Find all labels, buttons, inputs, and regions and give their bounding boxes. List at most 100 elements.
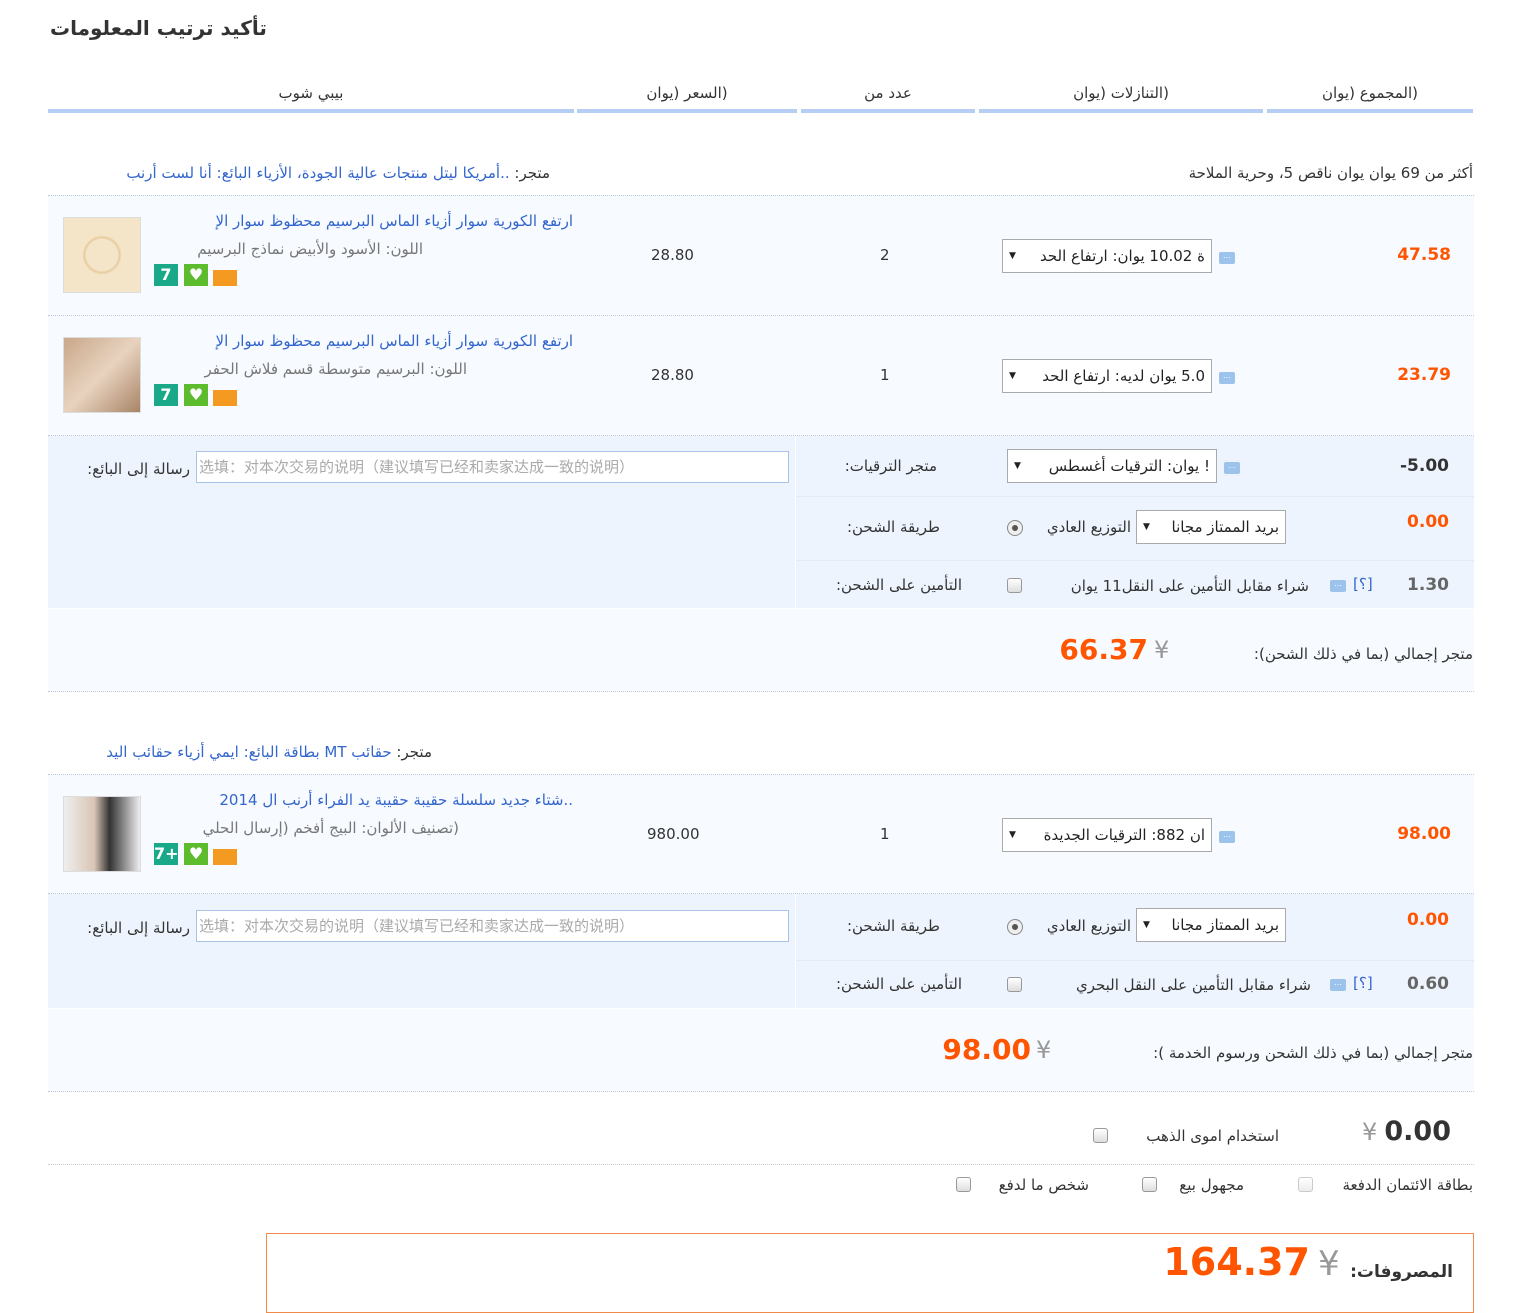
header-bar [1267, 109, 1473, 113]
credit-card-checkbox[interactable] [1298, 1177, 1313, 1192]
product-title-link[interactable]: ارتفع الكورية سوار أزياء الماس البرسيم م… [215, 212, 573, 230]
item-row [48, 196, 1474, 315]
col-discount: (التنازلات (يوان [1073, 84, 1169, 102]
seven-day-return-icon: 7 [154, 264, 178, 286]
page-title: تأكيد ترتيب المعلومات [50, 16, 267, 40]
insurance-text: شراء مقابل التأمين على النقل البحري [1075, 976, 1311, 994]
caret-down-icon: ▼ [1014, 461, 1021, 471]
store-label: متجر: [514, 164, 550, 182]
pay-for-me-checkbox[interactable] [956, 1177, 971, 1192]
chat-icon[interactable]: … [1219, 831, 1235, 843]
promo-note: أكثر من 69 يوان يوان ناقص 5، وحرية الملا… [1188, 164, 1473, 182]
insurance-checkbox[interactable] [1007, 578, 1022, 593]
discount-select-value: ة 10.02 يوان: ارتفاع الحد [1039, 247, 1205, 265]
shipping-select-value: بريد الممتاز مجانا [1171, 518, 1280, 536]
shipping-label: طريقة الشحن: [846, 518, 940, 536]
credit-card-icon [213, 390, 237, 406]
caret-down-icon: ▼ [1143, 522, 1150, 532]
insurance-help-link[interactable]: [؟] [1353, 575, 1373, 593]
chat-icon[interactable]: … [1330, 979, 1346, 991]
discount-select-value: 5.0 يوان لديه: ارتفاع الحد [1042, 367, 1205, 385]
divider [48, 1164, 1474, 1165]
header-bar [801, 109, 975, 113]
yen-symbol: ¥ [1362, 1118, 1378, 1146]
item-price: 28.80 [651, 246, 694, 264]
caret-down-icon: ▼ [1143, 920, 1150, 930]
yen-symbol: ¥ [1036, 1036, 1052, 1064]
discount-select[interactable]: ة 10.02 يوان: ارتفاع الحد ▼ [1002, 239, 1212, 273]
message-label: رسالة إلى البائع: [87, 919, 190, 937]
insurance-value: 1.30 [1407, 575, 1449, 595]
header-bar [48, 109, 574, 113]
shipping-value: 0.00 [1407, 910, 1449, 930]
promo-value: -5.00 [1400, 456, 1449, 476]
divider [796, 960, 1474, 961]
anonymous-checkbox[interactable] [1142, 1177, 1157, 1192]
product-spec: اللون: البرسيم متوسطة قسم فلاش الحفر [204, 360, 467, 378]
insurance-text: شراء مقابل التأمين على النقل11 يوان [1070, 577, 1309, 595]
item-total: 47.58 [1397, 245, 1451, 265]
shipping-radio-label: التوزيع العادي [1046, 917, 1131, 935]
discount-select[interactable]: 5.0 يوان لديه: ارتفاع الحد ▼ [1002, 359, 1212, 393]
insurance-label: التأمين على الشحن: [835, 576, 962, 594]
summary-total: 164.37 [1163, 1240, 1310, 1284]
item-row [48, 316, 1474, 435]
insurance-checkbox[interactable] [1007, 977, 1022, 992]
summary-label: المصروفات: [1350, 1262, 1453, 1282]
store-name-link[interactable]: حقائب MT بطاقة البائع: ايمي أزياء حقائب … [106, 743, 392, 761]
product-title-link[interactable]: ..شتاء جديد سلسلة حقيبة حقيبة يد الفراء … [219, 791, 573, 809]
store-promo-select[interactable]: ! يوان: الترقيات أغسطس ▼ [1007, 449, 1217, 483]
product-thumbnail[interactable] [63, 337, 141, 413]
shipping-radio-label: التوزيع العادي [1046, 518, 1131, 536]
discount-select[interactable]: ان 882: الترقيات الجديدة ▼ [1002, 818, 1212, 852]
product-thumbnail[interactable] [63, 217, 141, 293]
item-qty: 1 [880, 366, 890, 384]
shop-total-label: متجر إجمالي (بما في ذلك الشحن): [1253, 645, 1473, 663]
item-total: 23.79 [1397, 365, 1451, 385]
message-input[interactable]: 选填：对本次交易的说明（建议填写已经和卖家达成一致的说明） [196, 451, 789, 483]
gold-checkbox[interactable] [1093, 1128, 1108, 1143]
insurance-label: التأمين على الشحن: [835, 975, 962, 993]
store-promo-value: ! يوان: الترقيات أغسطس [1048, 457, 1210, 475]
options-area [796, 894, 1474, 1008]
yen-symbol: ¥ [1154, 636, 1170, 664]
shop-total-row [48, 609, 1474, 691]
divider [48, 691, 1474, 692]
chat-icon[interactable]: … [1219, 252, 1235, 264]
store-label: متجر: [396, 743, 432, 761]
divider [48, 1091, 1474, 1092]
shipping-select[interactable]: بريد الممتاز مجانا ▼ [1136, 908, 1286, 942]
divider [48, 774, 1474, 775]
chat-icon[interactable]: … [1330, 580, 1346, 592]
chat-icon[interactable]: … [1224, 462, 1240, 474]
credit-card-icon [213, 849, 237, 865]
shipping-value: 0.00 [1407, 512, 1449, 532]
shop-total-value: 66.37 [1059, 633, 1148, 666]
store-header: متجر: ..أمريكا ليتل منتجات عالية الجودة،… [126, 164, 550, 182]
chat-icon[interactable]: … [1219, 372, 1235, 384]
message-input[interactable]: 选填：对本次交易的说明（建议填写已经和卖家达成一致的说明） [196, 910, 789, 942]
guarantee-icon: ♥ [184, 264, 208, 286]
shipping-radio[interactable] [1007, 520, 1023, 536]
shipping-select[interactable]: بريد الممتاز مجانا ▼ [1136, 510, 1286, 544]
gold-label: استخدام اموى الذهب [1146, 1127, 1279, 1145]
product-title-link[interactable]: ارتفع الكورية سوار أزياء الماس البرسيم م… [215, 332, 573, 350]
caret-down-icon: ▼ [1009, 830, 1016, 840]
message-label: رسالة إلى البائع: [87, 460, 190, 478]
divider [48, 893, 1474, 894]
guarantee-icon: ♥ [184, 384, 208, 406]
product-thumbnail[interactable] [63, 796, 141, 872]
shop-total-row [48, 1009, 1474, 1091]
shipping-radio[interactable] [1007, 919, 1023, 935]
yen-symbol: ¥ [1318, 1244, 1340, 1284]
store-name-link[interactable]: ..أمريكا ليتل منتجات عالية الجودة، الأزي… [126, 164, 510, 182]
item-qty: 1 [880, 825, 890, 843]
header-bar [577, 109, 797, 113]
insurance-help-link[interactable]: [؟] [1353, 974, 1373, 992]
col-price: (السعر (يوان [646, 84, 728, 102]
divider [48, 195, 1474, 196]
col-total: (المجموع (يوان [1321, 84, 1419, 102]
seven-day-return-icon: 7 [154, 384, 178, 406]
item-qty: 2 [880, 246, 890, 264]
credit-card-icon [213, 270, 237, 286]
